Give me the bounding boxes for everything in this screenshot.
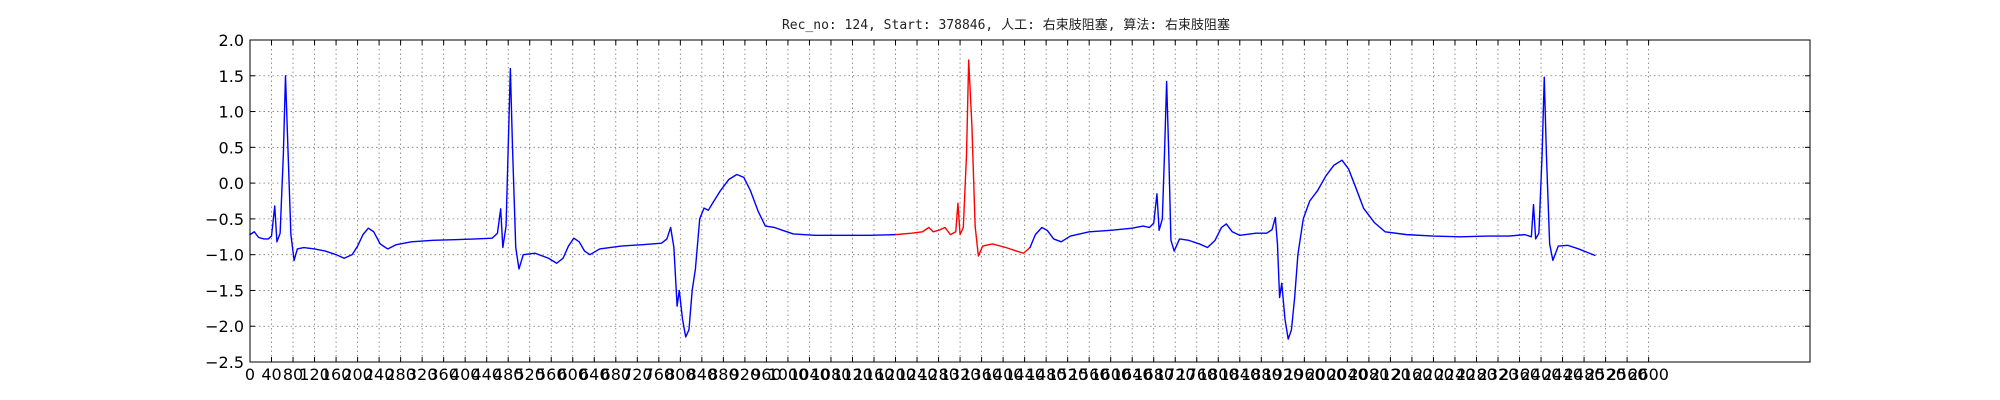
y-tick-label: −0.5: [205, 210, 244, 229]
y-tick-label: 1.0: [219, 103, 244, 122]
y-tick-label: −2.5: [205, 353, 244, 372]
x-tick-label: 2160: [1392, 365, 1433, 384]
x-tick-label: 2440: [1542, 365, 1583, 384]
y-tick-label: 1.5: [219, 67, 244, 86]
x-tick-label: 800: [665, 365, 696, 384]
x-tick-label: 1760: [1176, 365, 1217, 384]
x-tick-label: 1080: [811, 365, 852, 384]
axes-frame: [249, 39, 1811, 363]
x-tick-label: 1040: [789, 365, 830, 384]
ecg-series-1: [249, 67, 897, 338]
x-tick-label: 2480: [1564, 365, 1605, 384]
x-tick-label: 640: [579, 365, 610, 384]
y-tick-label: −1.5: [205, 281, 244, 300]
x-tick-label: 2200: [1413, 365, 1454, 384]
x-tick-label: 480: [493, 365, 524, 384]
x-tick-label: 1600: [1090, 365, 1131, 384]
x-tick-label: 1200: [875, 365, 916, 384]
x-tick-label: 1880: [1241, 365, 1282, 384]
x-tick-label: 40: [261, 365, 281, 384]
x-tick-label: 2400: [1521, 365, 1562, 384]
x-tick-label: 1480: [1026, 365, 1067, 384]
x-tick-label: 400: [450, 365, 481, 384]
x-tick-label: 2520: [1585, 365, 1626, 384]
y-axis: 2.0 1.5 1.0 0.5 0.0 −0.5 −1.0 −1.5 −2.0 −2.5: [205, 31, 1810, 372]
x-tick-label: 200: [342, 365, 373, 384]
x-tick-label: 1400: [983, 365, 1024, 384]
y-tick-label: 0.0: [219, 174, 244, 193]
x-tick-label: 1440: [1004, 365, 1045, 384]
y-tick-label: −2.0: [205, 317, 244, 336]
x-tick-label: 120: [299, 365, 330, 384]
x-tick-label: 320: [407, 365, 438, 384]
x-tick-label: 2560: [1607, 365, 1648, 384]
ecg-series-3: [1029, 76, 1596, 340]
x-tick-label: 80: [283, 365, 303, 384]
x-tick-label: 360: [428, 365, 459, 384]
x-tick-label: 2360: [1499, 365, 1540, 384]
x-tick-label: 1640: [1112, 365, 1153, 384]
x-tick-label: 2320: [1478, 365, 1519, 384]
x-tick-label: 2000: [1306, 365, 1347, 384]
x-tick-label: 0: [245, 365, 255, 384]
x-tick-label: 680: [601, 365, 632, 384]
x-tick-label: 2240: [1435, 365, 1476, 384]
x-tick-label: 160: [321, 365, 352, 384]
x-tick-label: 440: [471, 365, 502, 384]
y-tick-label: −1.0: [205, 246, 244, 265]
chart-title: Rec_no: 124, Start: 378846, 人工: 右束肢阻塞, 算…: [782, 17, 1230, 33]
x-tick-label: 1120: [832, 365, 873, 384]
x-tick-label: 560: [536, 365, 567, 384]
x-tick-label: 1840: [1219, 365, 1260, 384]
x-tick-label: 1680: [1133, 365, 1174, 384]
x-tick-label: 240: [364, 365, 395, 384]
y-tick-label: 0.5: [219, 138, 244, 157]
x-tick-label: 1720: [1155, 365, 1196, 384]
x-tick-label: 2600: [1628, 365, 1669, 384]
x-tick-label: 1320: [940, 365, 981, 384]
x-tick-label: 2120: [1370, 365, 1411, 384]
x-tick-label: 1960: [1284, 365, 1325, 384]
x-tick-label: 1360: [961, 365, 1002, 384]
x-tick-label: 840: [687, 365, 718, 384]
x-tick-label: 2040: [1327, 365, 1368, 384]
x-axis: 0 40 8012016020024028032036040044048052056…: [245, 40, 1669, 384]
x-tick-label: 2080: [1349, 365, 1390, 384]
y-tick-label: 2.0: [219, 31, 244, 50]
x-tick-label: 760: [644, 365, 675, 384]
x-tick-label: 880: [708, 365, 739, 384]
x-tick-label: 1280: [918, 365, 959, 384]
x-tick-label: 1240: [897, 365, 938, 384]
x-tick-label: 920: [730, 365, 761, 384]
x-tick-label: 520: [514, 365, 545, 384]
x-tick-label: 720: [622, 365, 653, 384]
x-tick-label: 2280: [1456, 365, 1497, 384]
x-tick-label: 1920: [1262, 365, 1303, 384]
x-tick-label: 1560: [1069, 365, 1110, 384]
ecg-series-2: [894, 59, 1031, 257]
x-tick-label: 960: [751, 365, 782, 384]
x-tick-label: 600: [557, 365, 588, 384]
plot-area: [249, 59, 1596, 340]
x-tick-label: 280: [385, 365, 416, 384]
x-tick-label: 1520: [1047, 365, 1088, 384]
x-tick-label: 1800: [1198, 365, 1239, 384]
x-tick-label: 1000: [768, 365, 809, 384]
x-tick-label: 1160: [854, 365, 895, 384]
